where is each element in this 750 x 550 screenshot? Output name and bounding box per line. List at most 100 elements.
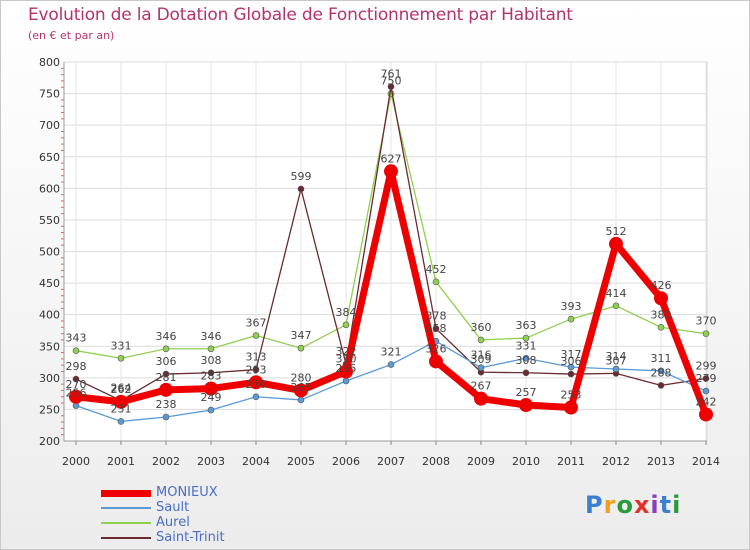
data-point xyxy=(294,383,308,398)
data-point xyxy=(162,370,170,378)
data-point xyxy=(432,325,440,332)
data-point xyxy=(699,407,713,422)
data-point xyxy=(207,345,215,353)
data-label: 265 xyxy=(291,381,312,394)
data-label: 288 xyxy=(651,366,672,379)
y-tick-label: 650 xyxy=(39,151,60,164)
data-label: 378 xyxy=(426,310,447,323)
y-tick-label: 800 xyxy=(39,56,60,69)
proxiti-logo: Proxiti xyxy=(585,491,681,519)
data-point xyxy=(117,354,125,362)
data-label: 281 xyxy=(156,371,177,384)
legend-label: MONIEUX xyxy=(156,485,218,500)
data-label: 316 xyxy=(471,349,492,362)
x-tick-label: 2000 xyxy=(62,455,90,468)
x-tick-label: 2009 xyxy=(467,455,495,468)
x-tick-label: 2010 xyxy=(512,455,540,468)
y-tick-label: 450 xyxy=(39,277,60,290)
data-point xyxy=(567,315,575,323)
data-point xyxy=(207,406,215,414)
logo-letter: r xyxy=(603,491,617,519)
legend-swatch xyxy=(101,507,151,509)
data-point xyxy=(252,332,260,339)
data-point xyxy=(387,361,395,368)
data-label: 257 xyxy=(516,386,537,399)
data-label: 414 xyxy=(606,287,627,300)
data-point xyxy=(612,302,620,310)
data-label: 307 xyxy=(606,354,627,367)
data-label: 321 xyxy=(381,346,402,359)
chart-title: Evolution de la Dotation Globale de Fonc… xyxy=(28,5,573,25)
data-label: 270 xyxy=(246,378,267,391)
data-point xyxy=(657,382,665,389)
data-label: 253 xyxy=(561,389,582,402)
data-label: 358 xyxy=(426,322,447,335)
data-label: 311 xyxy=(651,352,672,365)
data-point xyxy=(162,345,170,353)
y-tick-label: 300 xyxy=(39,372,60,385)
data-label: 599 xyxy=(291,170,312,183)
y-tick-label: 350 xyxy=(39,340,60,353)
y-tick-label: 750 xyxy=(39,88,60,101)
data-label: 512 xyxy=(606,225,627,238)
data-point xyxy=(252,393,260,401)
data-label: 256 xyxy=(66,387,87,400)
logo-letter: o xyxy=(616,491,634,519)
data-label: 322 xyxy=(336,345,357,358)
legend-label: Aurel xyxy=(156,515,190,530)
data-label: 283 xyxy=(201,370,222,383)
data-label: 426 xyxy=(651,279,672,292)
data-label: 761 xyxy=(381,68,402,81)
data-label: 367 xyxy=(246,317,267,330)
data-point xyxy=(429,354,443,369)
data-point xyxy=(297,344,305,352)
data-label: 360 xyxy=(471,321,492,334)
data-label: 231 xyxy=(111,402,132,415)
data-point xyxy=(702,330,710,337)
data-point xyxy=(252,366,260,373)
legend-swatch xyxy=(101,537,151,539)
data-point xyxy=(72,347,80,354)
legend-label: Sault xyxy=(156,500,190,515)
data-label: 306 xyxy=(561,355,582,368)
data-label: 280 xyxy=(291,371,312,384)
y-tick-label: 200 xyxy=(39,435,60,448)
data-point xyxy=(522,354,530,362)
legend-swatch xyxy=(101,489,151,497)
data-point xyxy=(339,364,353,379)
y-tick-label: 700 xyxy=(39,119,60,132)
data-point xyxy=(117,418,125,425)
data-label: 267 xyxy=(471,380,492,393)
data-label: 309 xyxy=(471,353,492,366)
x-tick-label: 2013 xyxy=(647,455,675,468)
logo-letter: i xyxy=(672,491,682,519)
data-label: 326 xyxy=(426,342,447,355)
data-label: 393 xyxy=(561,300,582,313)
data-label: 380 xyxy=(651,308,672,321)
data-label: 627 xyxy=(381,152,402,165)
data-point xyxy=(207,369,215,377)
logo-letter: x xyxy=(633,491,651,519)
data-point xyxy=(162,413,170,421)
data-label: 314 xyxy=(606,350,627,363)
data-label: 298 xyxy=(66,360,87,373)
data-point xyxy=(72,375,80,383)
y-tick-label: 600 xyxy=(39,182,60,195)
data-label: 347 xyxy=(291,329,312,342)
x-tick-label: 2001 xyxy=(107,455,135,468)
data-label: 293 xyxy=(246,363,267,376)
data-label: 384 xyxy=(336,306,357,319)
x-tick-label: 2003 xyxy=(197,455,225,468)
data-point xyxy=(654,291,668,306)
data-label: 343 xyxy=(66,332,87,345)
data-point xyxy=(702,387,710,395)
data-label: 295 xyxy=(336,362,357,375)
x-tick-label: 2012 xyxy=(602,455,630,468)
data-point xyxy=(567,363,575,371)
y-tick-label: 250 xyxy=(39,403,60,416)
data-label: 363 xyxy=(516,319,537,332)
data-point xyxy=(522,334,530,342)
data-point xyxy=(114,394,128,409)
